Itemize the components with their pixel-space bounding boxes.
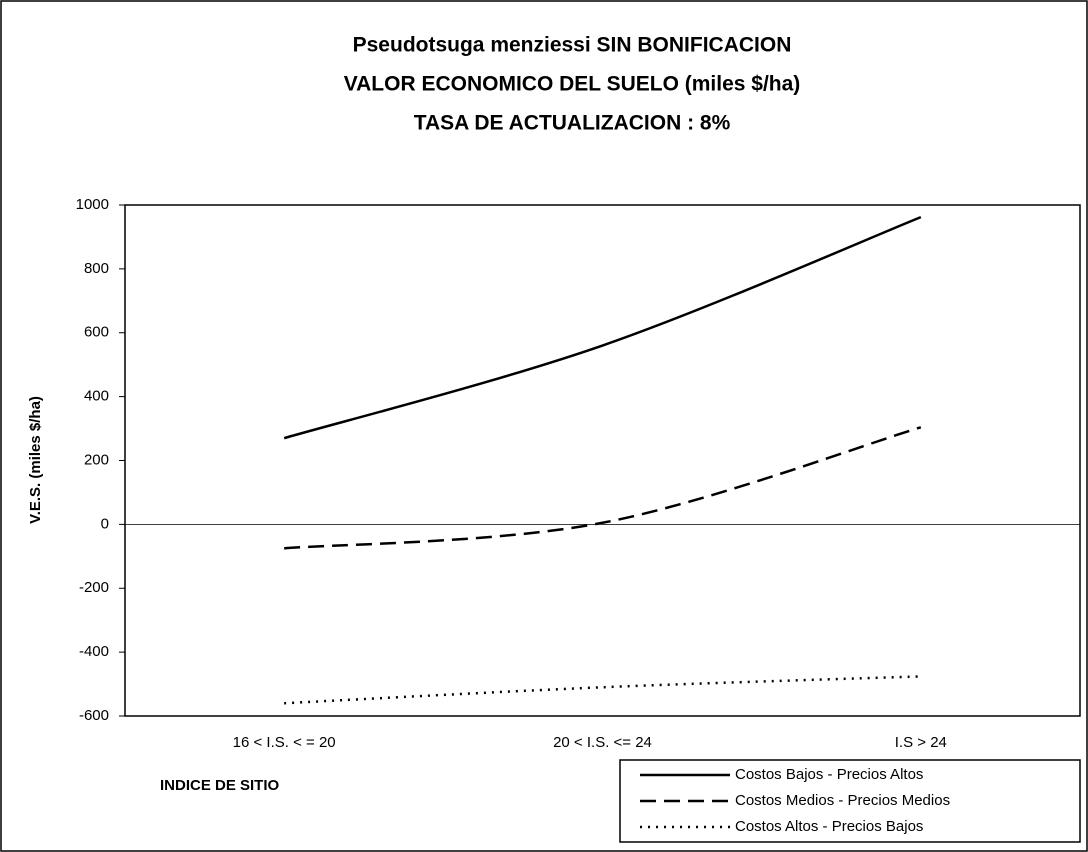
- y-tick-label: -600: [79, 707, 109, 724]
- legend-label: Costos Altos - Precios Bajos: [735, 818, 923, 835]
- x-tick-label: 20 < I.S. <= 24: [553, 734, 652, 751]
- chart-title: TASA DE ACTUALIZACION : 8%: [414, 112, 731, 135]
- line: [284, 426, 922, 550]
- line: [284, 675, 921, 705]
- y-axis-label: V.E.S. (miles $/ha): [27, 396, 44, 524]
- chart-title: VALOR ECONOMICO DEL SUELO (miles $/ha): [344, 73, 801, 96]
- line: [283, 215, 922, 440]
- y-tick-label: -200: [79, 579, 109, 596]
- y-tick-label: 1000: [76, 196, 109, 213]
- y-tick-label: 0: [101, 515, 109, 532]
- y-tick-label: 200: [84, 451, 109, 468]
- x-tick-label: I.S > 24: [895, 734, 947, 751]
- x-tick-label: 16 < I.S. < = 20: [233, 734, 336, 751]
- legend-label: Costos Medios - Precios Medios: [735, 792, 950, 809]
- y-tick-label: 400: [84, 388, 109, 405]
- y-tick-label: -400: [79, 643, 109, 660]
- chart-title: Pseudotsuga menziessi SIN BONIFICACION: [353, 34, 792, 57]
- x-axis-label: INDICE DE SITIO: [160, 777, 280, 794]
- y-tick-label: 600: [84, 324, 109, 341]
- legend-label: Costos Bajos - Precios Altos: [735, 766, 923, 783]
- y-tick-label: 800: [84, 260, 109, 277]
